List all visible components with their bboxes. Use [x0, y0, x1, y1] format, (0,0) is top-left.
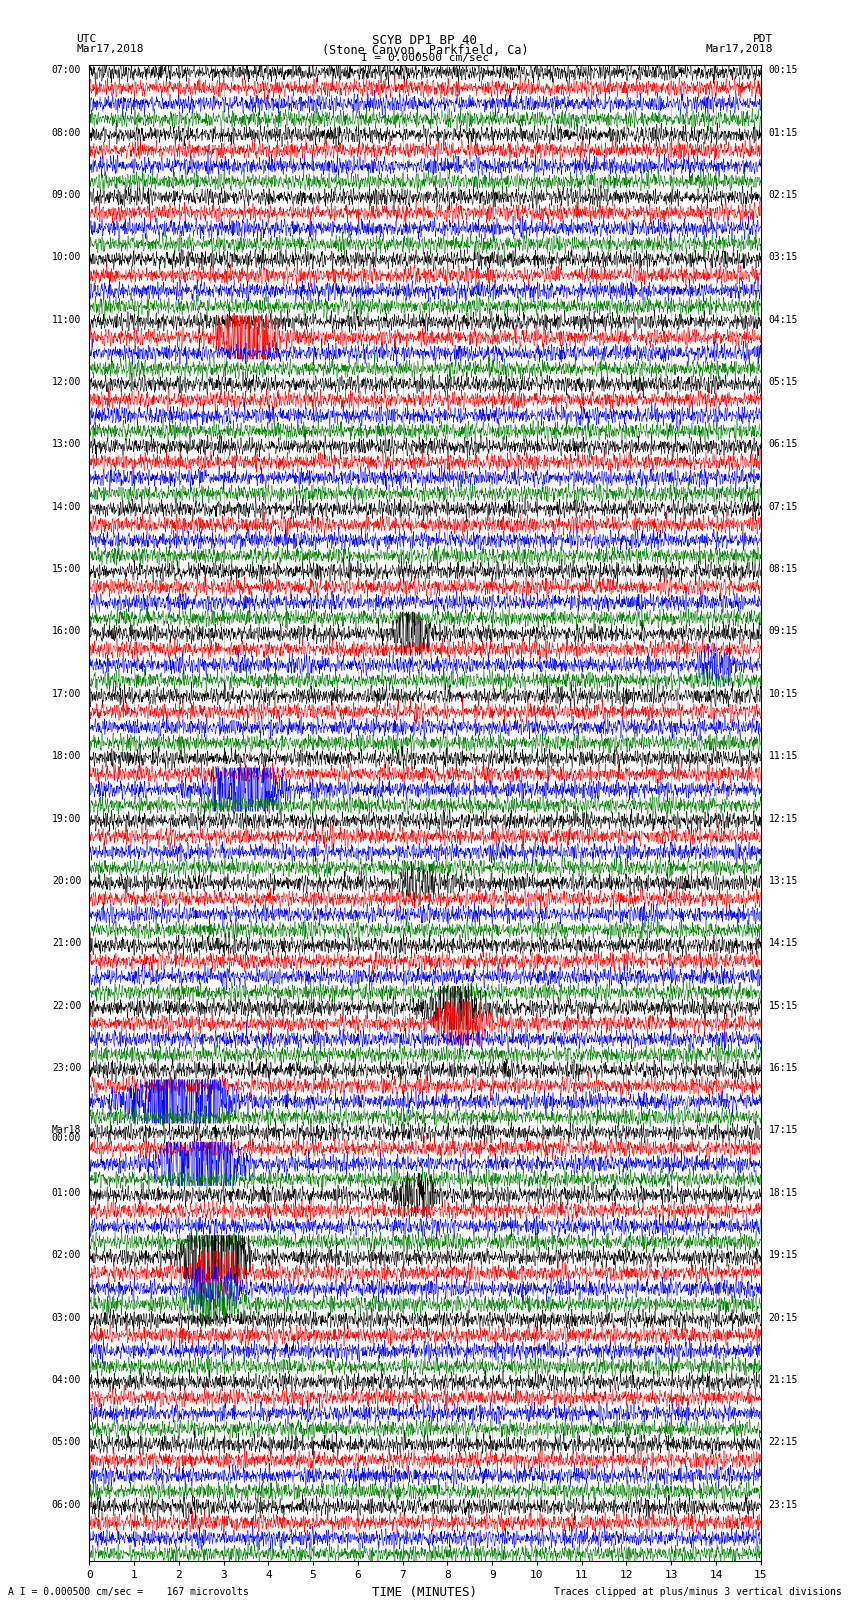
Text: 15:00: 15:00	[52, 565, 82, 574]
Text: 05:00: 05:00	[52, 1437, 82, 1447]
Text: 21:00: 21:00	[52, 939, 82, 948]
Text: 04:15: 04:15	[768, 315, 798, 324]
Text: 00:15: 00:15	[768, 65, 798, 76]
Text: 14:00: 14:00	[52, 502, 82, 511]
Text: Mar17,2018: Mar17,2018	[706, 44, 774, 53]
Text: A I = 0.000500 cm/sec =    167 microvolts: A I = 0.000500 cm/sec = 167 microvolts	[8, 1587, 249, 1597]
Text: UTC: UTC	[76, 34, 97, 44]
Text: 23:15: 23:15	[768, 1500, 798, 1510]
Text: 13:15: 13:15	[768, 876, 798, 886]
Text: Traces clipped at plus/minus 3 vertical divisions: Traces clipped at plus/minus 3 vertical …	[553, 1587, 842, 1597]
Text: 17:00: 17:00	[52, 689, 82, 698]
Text: 20:15: 20:15	[768, 1313, 798, 1323]
Text: 15:15: 15:15	[768, 1000, 798, 1011]
Text: 22:15: 22:15	[768, 1437, 798, 1447]
Text: 19:00: 19:00	[52, 813, 82, 824]
Text: 07:15: 07:15	[768, 502, 798, 511]
X-axis label: TIME (MINUTES): TIME (MINUTES)	[372, 1586, 478, 1598]
Text: 21:15: 21:15	[768, 1374, 798, 1386]
Text: 08:15: 08:15	[768, 565, 798, 574]
Text: 08:00: 08:00	[52, 127, 82, 137]
Text: 16:15: 16:15	[768, 1063, 798, 1073]
Text: 03:15: 03:15	[768, 252, 798, 263]
Text: 03:00: 03:00	[52, 1313, 82, 1323]
Text: 18:15: 18:15	[768, 1187, 798, 1198]
Text: 16:00: 16:00	[52, 626, 82, 637]
Text: 10:00: 10:00	[52, 252, 82, 263]
Text: 09:15: 09:15	[768, 626, 798, 637]
Text: (Stone Canyon, Parkfield, Ca): (Stone Canyon, Parkfield, Ca)	[321, 44, 529, 56]
Text: 00:00: 00:00	[52, 1132, 82, 1144]
Text: 17:15: 17:15	[768, 1126, 798, 1136]
Text: 06:00: 06:00	[52, 1500, 82, 1510]
Text: 18:00: 18:00	[52, 752, 82, 761]
Text: 02:00: 02:00	[52, 1250, 82, 1260]
Text: 05:15: 05:15	[768, 377, 798, 387]
Text: 23:00: 23:00	[52, 1063, 82, 1073]
Text: 09:00: 09:00	[52, 190, 82, 200]
Text: 13:00: 13:00	[52, 439, 82, 450]
Text: 10:15: 10:15	[768, 689, 798, 698]
Text: 14:15: 14:15	[768, 939, 798, 948]
Text: 02:15: 02:15	[768, 190, 798, 200]
Text: 01:15: 01:15	[768, 127, 798, 137]
Text: 04:00: 04:00	[52, 1374, 82, 1386]
Text: 12:15: 12:15	[768, 813, 798, 824]
Text: 20:00: 20:00	[52, 876, 82, 886]
Text: 01:00: 01:00	[52, 1187, 82, 1198]
Text: 06:15: 06:15	[768, 439, 798, 450]
Text: 11:15: 11:15	[768, 752, 798, 761]
Text: 07:00: 07:00	[52, 65, 82, 76]
Text: Mar17,2018: Mar17,2018	[76, 44, 144, 53]
Text: 12:00: 12:00	[52, 377, 82, 387]
Text: SCYB DP1 BP 40: SCYB DP1 BP 40	[372, 34, 478, 47]
Text: PDT: PDT	[753, 34, 774, 44]
Text: 11:00: 11:00	[52, 315, 82, 324]
Text: Mar18: Mar18	[52, 1126, 82, 1136]
Text: 19:15: 19:15	[768, 1250, 798, 1260]
Text: I = 0.000500 cm/sec: I = 0.000500 cm/sec	[361, 53, 489, 63]
Text: 22:00: 22:00	[52, 1000, 82, 1011]
